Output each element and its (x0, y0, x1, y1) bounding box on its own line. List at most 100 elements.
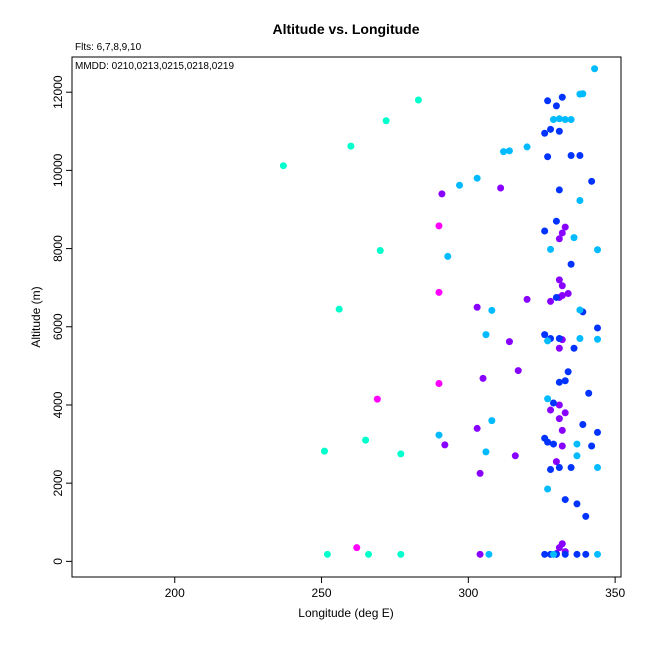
data-point (558, 442, 566, 450)
data-point (552, 458, 560, 466)
data-point (558, 282, 566, 290)
data-point (564, 290, 572, 298)
data-point (362, 436, 370, 444)
data-point (579, 421, 587, 429)
data-point (544, 395, 552, 403)
data-point (552, 293, 560, 301)
data-point (541, 129, 549, 137)
x-tick-label: 300 (458, 586, 478, 600)
data-point (594, 464, 602, 472)
data-point (558, 93, 566, 101)
data-point (588, 177, 596, 185)
data-point (505, 147, 513, 155)
data-point (549, 399, 557, 407)
data-point (555, 276, 563, 284)
data-point (573, 500, 581, 508)
data-point (561, 377, 569, 385)
data-point (479, 374, 487, 382)
data-point (591, 65, 599, 73)
data-point (555, 544, 563, 552)
data-point (582, 512, 590, 520)
y-tick-label: 6000 (51, 313, 65, 340)
data-point (555, 401, 563, 409)
data-point (567, 152, 575, 160)
data-point (594, 324, 602, 332)
data-point (552, 102, 560, 110)
data-point (555, 235, 563, 243)
data-point (564, 368, 572, 376)
data-point (573, 452, 581, 460)
data-point (561, 496, 569, 504)
data-point (549, 116, 557, 124)
data-point (482, 448, 490, 456)
x-tick-label: 350 (605, 586, 625, 600)
data-point (585, 389, 593, 397)
data-point (435, 379, 443, 387)
chart-title: Altitude vs. Longitude (273, 21, 420, 37)
data-point (488, 417, 496, 425)
data-point (588, 442, 596, 450)
data-point (561, 550, 569, 558)
data-point (485, 550, 493, 558)
data-point (594, 246, 602, 254)
data-point (561, 116, 569, 124)
x-axis-label: Longitude (deg E) (298, 606, 393, 620)
data-point (441, 441, 449, 449)
data-point (555, 115, 563, 123)
data-point (544, 337, 552, 345)
data-point (558, 426, 566, 434)
data-point (373, 395, 381, 403)
data-point (444, 252, 452, 260)
data-point (549, 440, 557, 448)
flights-annotation: Flts: 6,7,8,9,10 (75, 42, 142, 53)
data-point (541, 227, 549, 235)
x-axis: 200 250 300 350 (165, 577, 625, 600)
data-point (414, 96, 422, 104)
data-point (573, 440, 581, 448)
y-tick-label: 4000 (51, 391, 65, 418)
data-point (488, 306, 496, 314)
data-points (279, 65, 602, 558)
data-point (573, 550, 581, 558)
data-point (547, 297, 555, 305)
data-point (456, 181, 464, 189)
data-point (547, 245, 555, 253)
data-point (473, 174, 481, 182)
data-point (347, 142, 355, 150)
data-point (435, 222, 443, 230)
x-tick-label: 200 (165, 586, 185, 600)
y-tick-label: 12000 (51, 75, 65, 109)
data-point (576, 306, 584, 314)
y-tick-label: 0 (51, 558, 65, 565)
data-point (376, 247, 384, 255)
data-point (555, 464, 563, 472)
data-point (567, 116, 575, 124)
data-point (555, 127, 563, 135)
data-point (544, 153, 552, 161)
data-point (576, 196, 584, 204)
data-point (547, 125, 555, 133)
data-point (473, 303, 481, 311)
data-point (579, 90, 587, 98)
dates-annotation: MMDD: 0210,0213,0215,0218,0219 (75, 61, 234, 72)
y-axis: 0 2000 4000 6000 8000 10000 12000 (51, 75, 72, 565)
data-point (473, 424, 481, 432)
data-point (555, 378, 563, 386)
y-axis-label: Altitude (m) (29, 286, 43, 347)
data-point (382, 117, 390, 125)
x-tick-label: 250 (312, 586, 332, 600)
data-point (552, 217, 560, 225)
data-point (335, 305, 343, 313)
y-tick-label: 2000 (51, 469, 65, 496)
data-point (482, 331, 490, 339)
data-point (561, 223, 569, 231)
data-point (435, 288, 443, 296)
data-point (320, 447, 328, 455)
data-point (555, 415, 563, 423)
data-point (476, 469, 484, 477)
y-tick-label: 10000 (51, 153, 65, 187)
data-point (497, 184, 505, 192)
data-point (435, 431, 443, 439)
data-point (594, 428, 602, 436)
